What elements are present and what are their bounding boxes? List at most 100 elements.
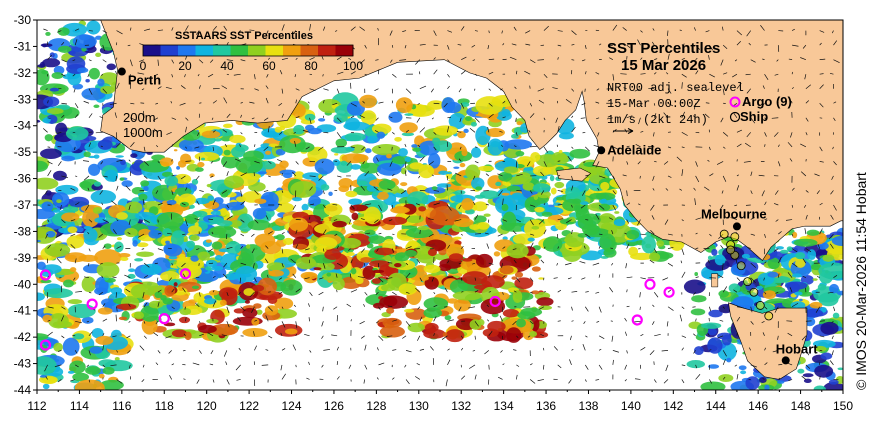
current-vector	[350, 204, 355, 210]
current-vector	[787, 272, 793, 278]
ship-marker	[719, 229, 729, 239]
current-vector	[75, 320, 83, 324]
current-vector	[210, 161, 214, 164]
current-vector	[612, 24, 618, 31]
current-vector	[736, 374, 739, 380]
current-vector	[378, 204, 383, 212]
sst-patch	[448, 179, 455, 182]
australia-mainland	[100, 20, 843, 261]
current-vector	[154, 262, 158, 265]
current-vector	[128, 303, 131, 307]
current-vector	[276, 159, 283, 162]
current-vector	[143, 335, 147, 339]
sst-patch	[718, 374, 734, 383]
current-vector	[679, 188, 682, 191]
lat-tick-label: -34	[14, 119, 32, 133]
current-vector	[157, 202, 163, 206]
current-vector	[125, 185, 131, 191]
sst-patch	[600, 198, 607, 204]
sst-patch	[39, 61, 45, 68]
current-vector	[626, 202, 631, 206]
sst-patch	[470, 147, 482, 158]
current-vector	[764, 73, 769, 80]
current-vector	[815, 306, 820, 313]
sst-patch	[164, 175, 179, 187]
sst-patch	[63, 206, 79, 213]
current-vector	[787, 332, 793, 337]
argo-float-marker	[39, 269, 52, 281]
current-vector	[640, 30, 643, 33]
current-vector	[833, 306, 836, 312]
current-vector	[239, 277, 241, 284]
current-vector	[750, 216, 755, 220]
sst-patch	[182, 238, 188, 243]
current-vector	[292, 273, 297, 278]
current-vector	[597, 187, 600, 191]
current-vector	[447, 244, 451, 249]
current-vector	[374, 88, 379, 92]
sst-patch	[453, 166, 460, 169]
current-vector	[775, 291, 779, 294]
current-vector	[831, 335, 834, 340]
argo-markers	[39, 268, 675, 351]
current-vector	[375, 172, 379, 177]
current-vector	[72, 59, 76, 62]
current-vector	[460, 335, 464, 339]
current-vector	[321, 161, 324, 164]
current-vector	[333, 306, 338, 310]
current-vector	[278, 102, 283, 106]
current-vector	[323, 349, 331, 351]
current-vector	[804, 74, 807, 80]
sst-patch	[333, 113, 348, 123]
isobath-1000-label: 1000m	[123, 125, 163, 140]
current-vector	[143, 110, 145, 118]
current-vector	[265, 315, 269, 322]
current-vector	[593, 144, 600, 148]
current-vector	[70, 219, 76, 222]
current-vector	[364, 232, 371, 235]
current-vector	[87, 74, 90, 78]
sst-patch	[134, 211, 156, 220]
sst-patch	[138, 193, 148, 201]
current-vector	[249, 29, 255, 31]
current-vector	[114, 112, 117, 118]
sst-patch	[72, 34, 97, 49]
sst-patch	[204, 298, 217, 305]
current-vector	[221, 85, 228, 90]
current-vector	[750, 171, 753, 177]
current-vector	[569, 335, 572, 341]
sst-patch	[94, 287, 108, 295]
sst-patch	[44, 116, 51, 124]
lon-tick-label: 124	[282, 399, 302, 413]
current-vector	[514, 86, 517, 89]
sst-patch	[542, 236, 563, 252]
colorbar-cell	[265, 45, 284, 56]
current-vector	[773, 203, 779, 206]
current-vector	[75, 291, 83, 293]
current-vector	[100, 262, 103, 265]
current-vector	[335, 273, 338, 278]
current-vector	[168, 277, 172, 282]
sst-patch	[582, 223, 600, 236]
current-vector	[831, 321, 834, 323]
current-vector	[116, 379, 123, 384]
sst-patch	[741, 253, 750, 259]
current-vector	[405, 129, 410, 133]
current-vector	[390, 59, 393, 63]
sst-patch	[538, 305, 553, 311]
current-vector	[460, 103, 465, 109]
current-vector	[99, 190, 104, 195]
sst-patch	[405, 227, 433, 239]
sst-patch	[51, 72, 64, 80]
current-vector	[606, 117, 613, 120]
current-vector	[816, 275, 820, 278]
current-vector	[171, 363, 175, 366]
current-vector	[571, 349, 574, 351]
current-vector	[402, 30, 407, 32]
current-vector	[281, 306, 284, 309]
colorbar-cell	[300, 45, 319, 56]
current-vector	[157, 175, 162, 182]
sst-patch	[598, 203, 611, 211]
current-vector	[764, 218, 768, 220]
current-vector	[637, 39, 641, 46]
